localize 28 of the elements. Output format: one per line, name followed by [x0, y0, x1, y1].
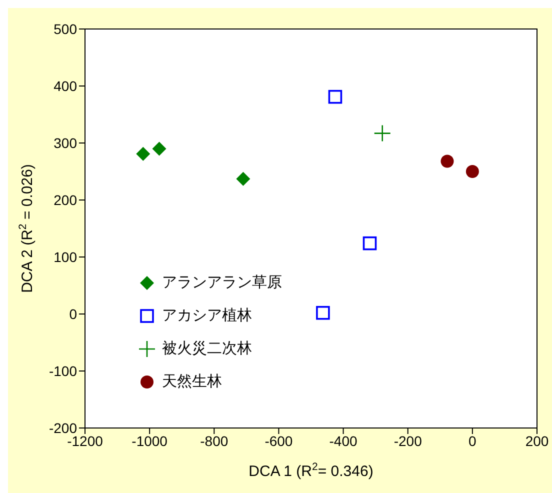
y-tick-label: 400: [54, 78, 78, 94]
y-tick-label: 0: [69, 306, 78, 322]
y-tick-label: 100: [54, 248, 78, 265]
point: [374, 124, 391, 142]
x-axis-title: DCA 1 (R$^{2}$= 0.346): [248, 461, 374, 480]
x-tick-label: 0: [468, 432, 477, 449]
legend-label: アランアラン草原: [162, 273, 282, 292]
point: [440, 154, 454, 168]
point: [236, 172, 250, 186]
legend-label: アカシア植林: [162, 306, 252, 325]
x-tick-label: -200: [394, 432, 422, 449]
x-tick-label: -800: [200, 432, 228, 449]
point: [362, 236, 377, 250]
x-tick-label: -600: [264, 432, 293, 449]
point: [152, 142, 166, 156]
x-tick-label: -1000: [132, 432, 168, 449]
x-tick-label: 200: [525, 432, 549, 449]
legend-label: 天然生林: [162, 372, 222, 391]
point: [466, 165, 479, 178]
y-tick-label: 500: [54, 20, 78, 37]
point: [316, 306, 330, 320]
y-tick-label: 200: [54, 192, 78, 208]
point: [328, 90, 342, 104]
legend-label: 被火災二次林: [162, 339, 252, 358]
point: [136, 146, 150, 161]
y-tick-label: -100: [48, 362, 78, 379]
y-tick-label: 300: [54, 134, 78, 151]
x-tick-label: -400: [329, 432, 358, 449]
